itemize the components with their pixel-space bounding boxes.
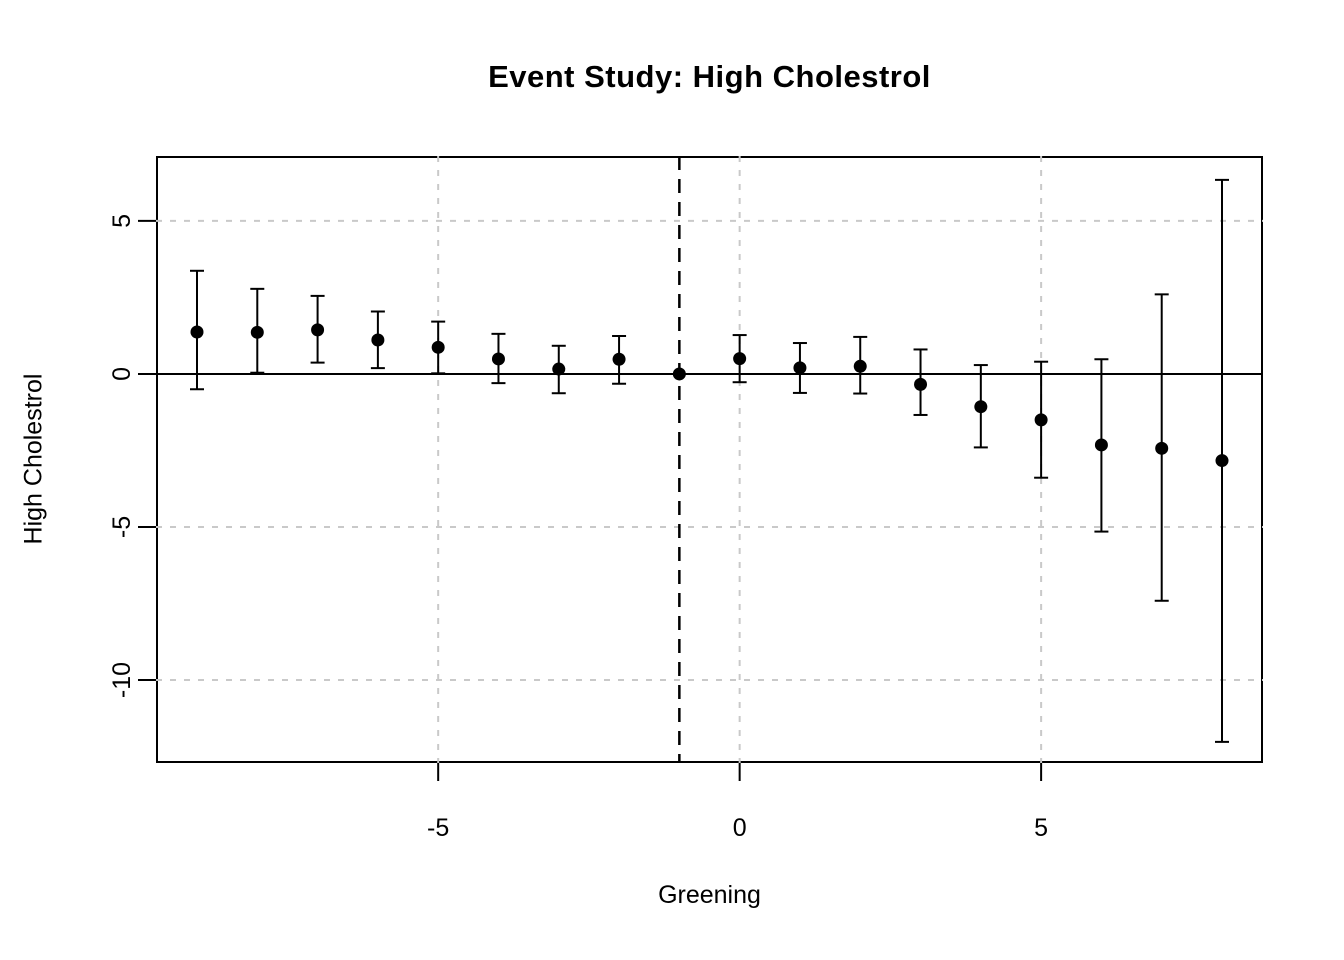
y-tick-label: -10 [108, 662, 136, 698]
point-marker [612, 352, 626, 366]
point-marker [1155, 441, 1169, 455]
point-marker [853, 359, 867, 373]
y-tick-label: 0 [108, 367, 136, 381]
x-tick-label: -5 [427, 814, 449, 842]
point-marker [914, 377, 928, 391]
x-tick-label: 5 [1034, 814, 1048, 842]
point-marker [431, 340, 445, 354]
point-marker [1034, 413, 1048, 427]
x-axis-label: Greening [658, 881, 761, 909]
x-tick-label: 0 [733, 814, 747, 842]
point-marker [250, 325, 264, 339]
point-marker [1094, 438, 1108, 452]
y-axis-label: High Cholestrol [19, 373, 48, 545]
point-marker [552, 362, 566, 376]
point-marker [311, 323, 325, 337]
y-tick-label: -5 [108, 516, 136, 538]
y-tick-label: 5 [108, 214, 136, 228]
point-marker [190, 325, 204, 339]
point-marker [793, 361, 807, 375]
reference-point-marker [672, 367, 686, 381]
chart-title: Event Study: High Cholestrol [488, 59, 931, 94]
point-marker [1215, 454, 1229, 468]
point-marker [371, 333, 385, 347]
plot-area [156, 156, 1263, 763]
point-marker [491, 352, 505, 366]
point-marker [733, 352, 747, 366]
point-marker [974, 400, 988, 414]
